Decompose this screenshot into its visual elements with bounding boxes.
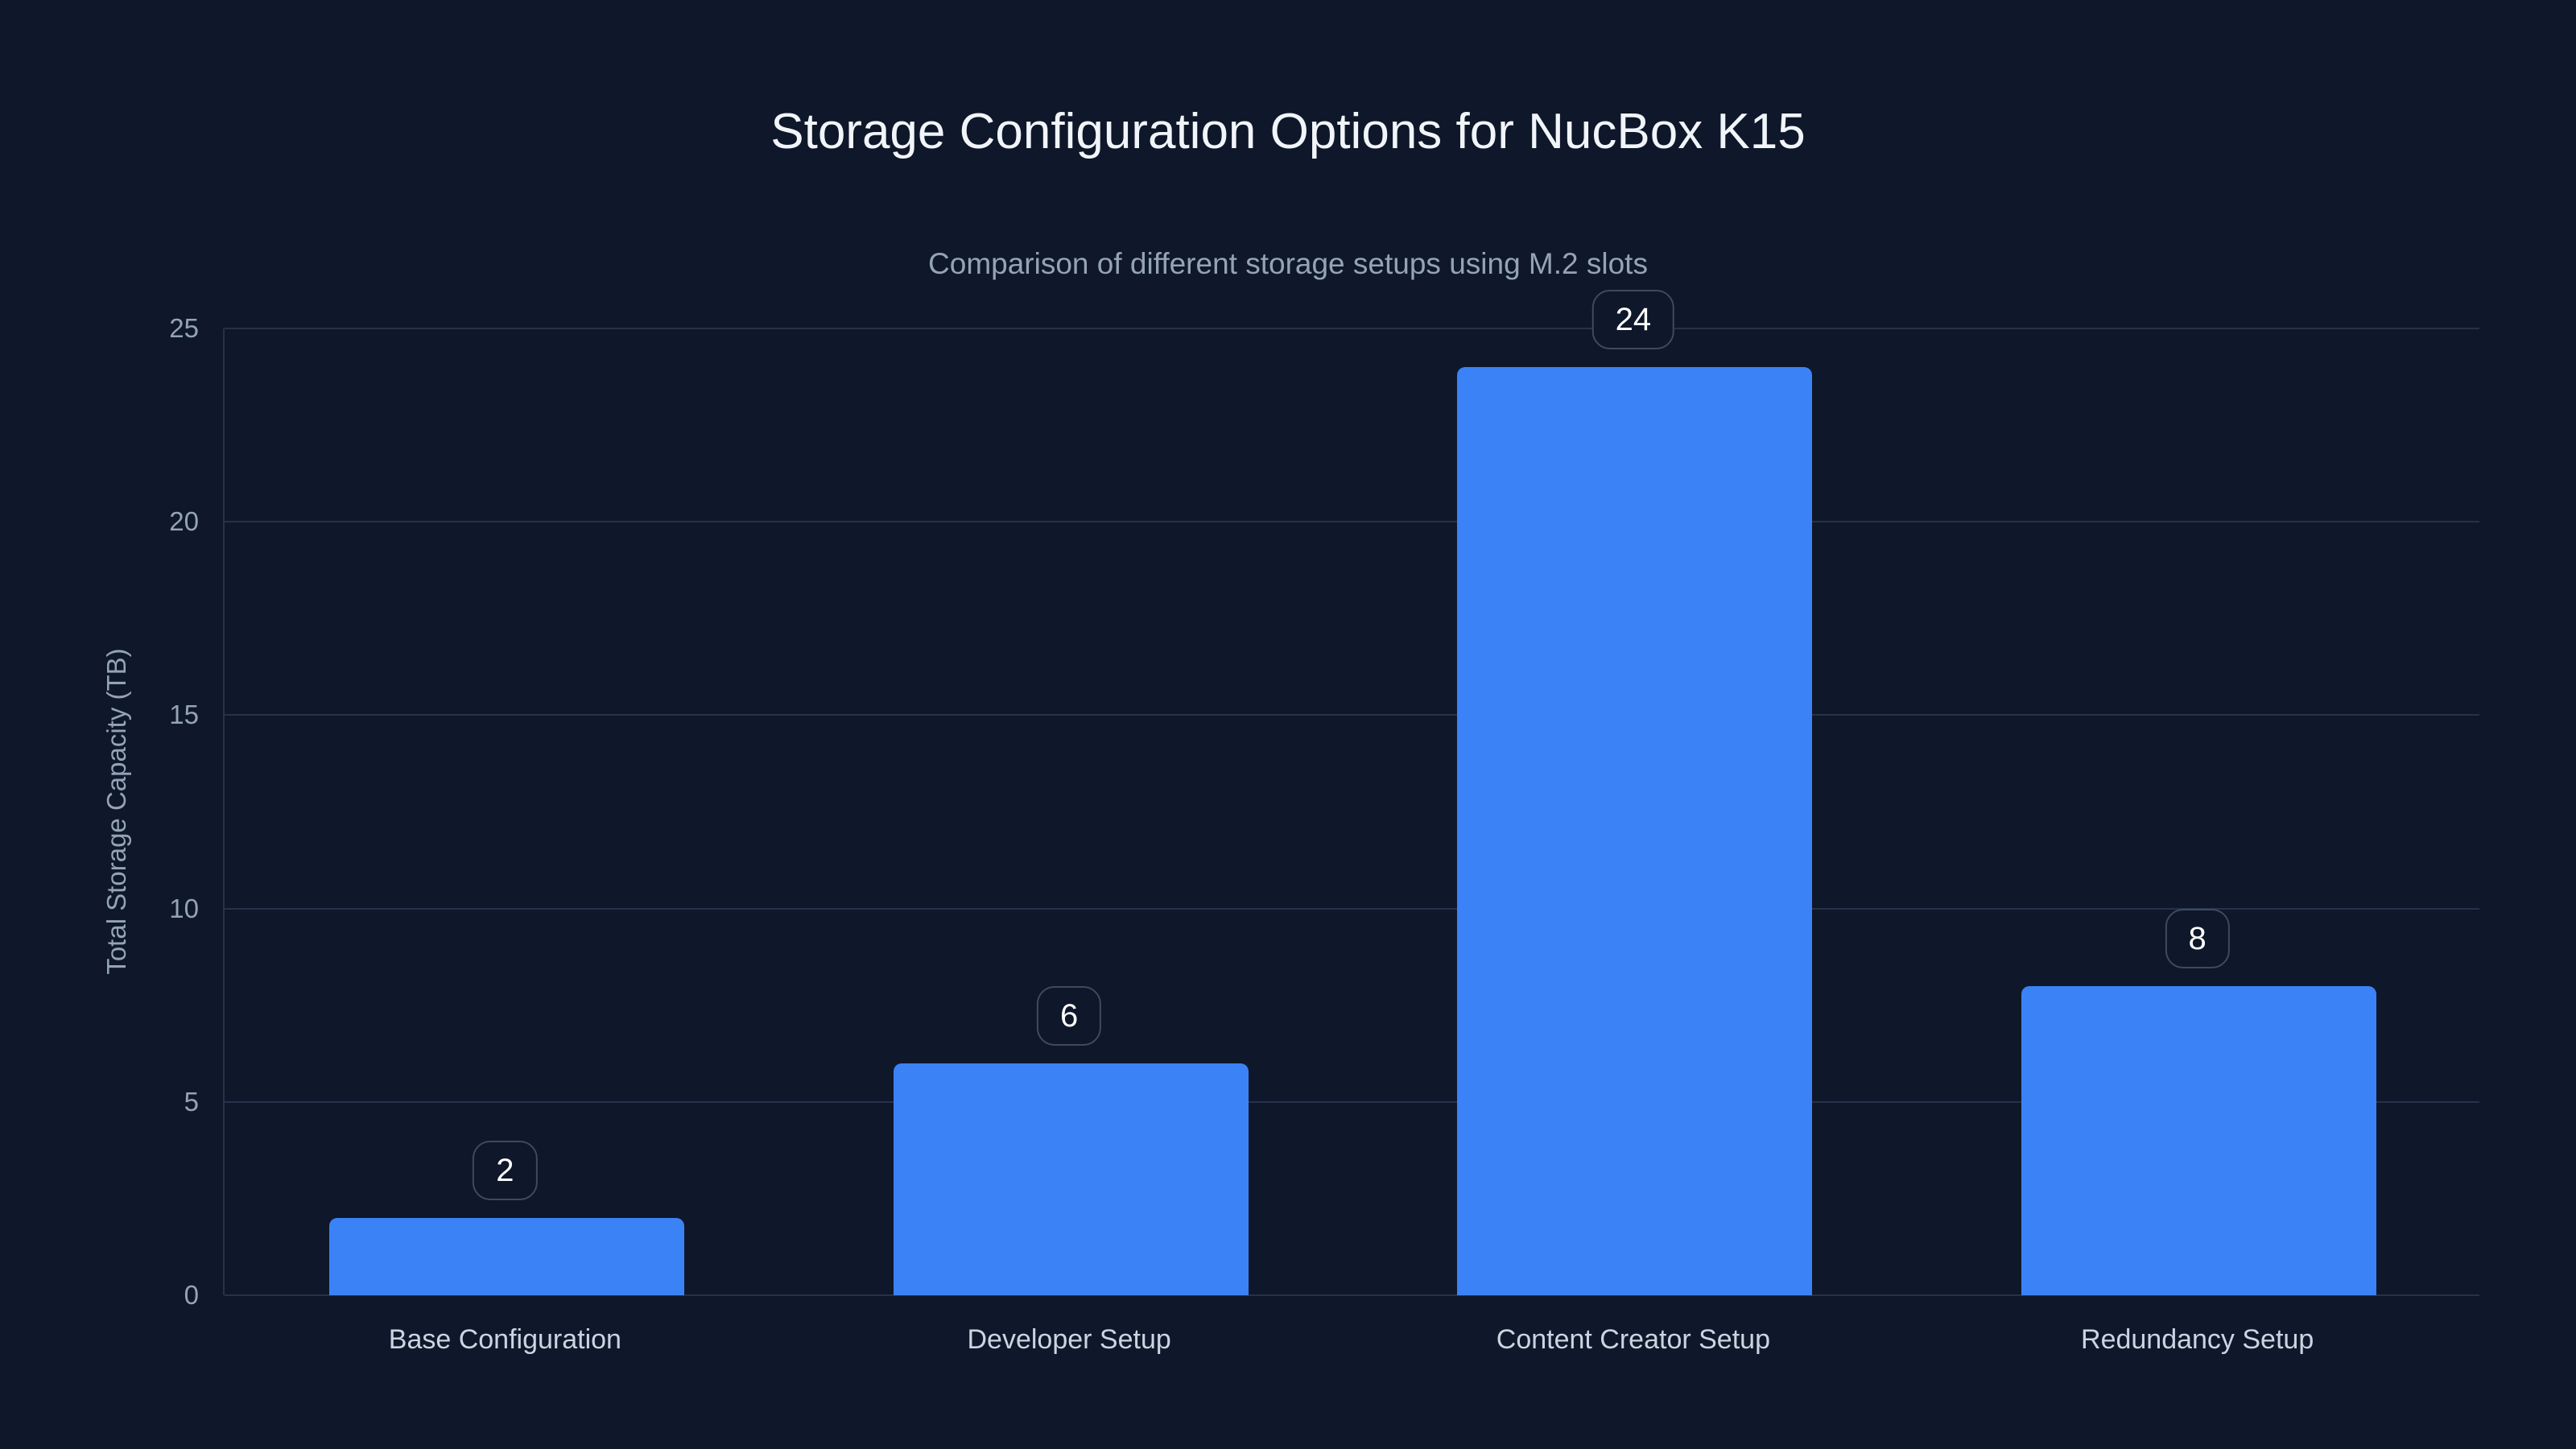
y-tick-label-20: 20 bbox=[169, 506, 199, 537]
value-badge-content-creator-setup: 24 bbox=[1591, 290, 1675, 350]
x-tick-label-redundancy-setup: Redundancy Setup bbox=[2081, 1324, 2314, 1355]
y-tick-label-5: 5 bbox=[184, 1086, 199, 1117]
x-tick-label-content-creator-setup: Content Creator Setup bbox=[1496, 1324, 1770, 1355]
value-badge-redundancy-setup: 8 bbox=[2165, 908, 2230, 968]
y-tick-label-10: 10 bbox=[169, 893, 199, 923]
y-tick-label-0: 0 bbox=[184, 1280, 199, 1310]
plot-area bbox=[223, 328, 2479, 1296]
gridline-15 bbox=[225, 714, 2479, 716]
value-badge-developer-setup: 6 bbox=[1037, 985, 1102, 1046]
bar-content-creator-setup bbox=[1457, 367, 1813, 1295]
y-tick-label-25: 25 bbox=[169, 313, 199, 343]
bar-redundancy-setup bbox=[2021, 985, 2377, 1295]
y-axis-title: Total Storage Capacity (TB) bbox=[101, 648, 131, 975]
gridline-25 bbox=[225, 328, 2479, 329]
value-badge-base-configuration: 2 bbox=[473, 1140, 538, 1200]
x-tick-label-developer-setup: Developer Setup bbox=[967, 1324, 1171, 1355]
x-tick-label-base-configuration: Base Configuration bbox=[388, 1324, 621, 1355]
y-tick-label-15: 15 bbox=[169, 700, 199, 730]
bar-developer-setup bbox=[893, 1063, 1249, 1295]
bar-base-configuration bbox=[328, 1217, 684, 1295]
gridline-0 bbox=[225, 1294, 2479, 1296]
gridline-20 bbox=[225, 521, 2479, 523]
gridline-10 bbox=[225, 907, 2479, 910]
chart-title: Storage Configuration Options for NucBox… bbox=[770, 104, 1806, 159]
chart-subtitle: Comparison of different storage setups u… bbox=[928, 247, 1648, 280]
gridline-5 bbox=[225, 1100, 2479, 1103]
